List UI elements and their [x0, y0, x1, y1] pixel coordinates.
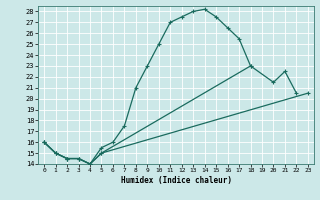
X-axis label: Humidex (Indice chaleur): Humidex (Indice chaleur)	[121, 176, 231, 185]
